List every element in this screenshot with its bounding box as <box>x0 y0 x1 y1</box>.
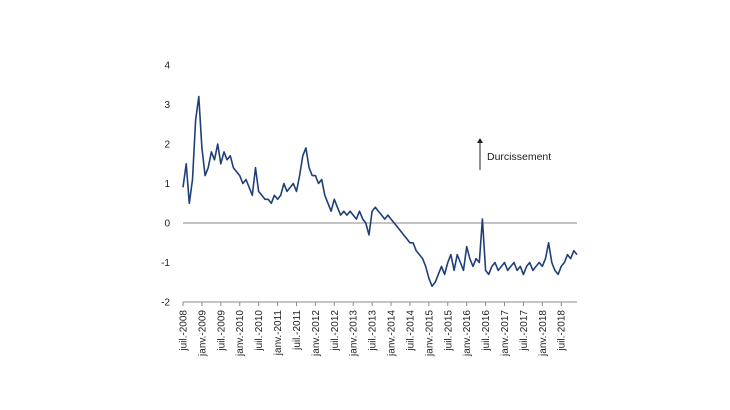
x-tick-label: juil.-2014 <box>405 310 416 352</box>
y-tick-label: 0 <box>164 219 170 230</box>
x-tick-label: janv.-2016 <box>462 310 473 357</box>
x-tick-label: janv.-2012 <box>311 310 322 357</box>
x-tick-label: juil.-2017 <box>519 310 530 352</box>
x-axis: juil.-2008 janv.-2009 juil.-2009 janv.-2010… <box>179 302 568 357</box>
x-tick-label: janv.-2013 <box>349 310 360 357</box>
annotation-label: Durcissement <box>487 151 551 163</box>
y-tick-label: 1 <box>164 179 170 190</box>
x-tick-label: juil.-2008 <box>179 310 190 352</box>
x-tick-label: juil.-2009 <box>216 310 227 352</box>
y-axis: -2 -1 0 1 2 3 4 <box>161 61 170 309</box>
arrow-head <box>477 138 483 143</box>
series-line <box>182 95 578 287</box>
x-tick-label: janv.-2017 <box>500 310 511 357</box>
y-tick-label: -2 <box>161 298 170 309</box>
x-tick-label: janv.-2014 <box>387 310 398 357</box>
x-tick-label: juil.-2010 <box>254 310 265 352</box>
x-tick-label: janv.-2009 <box>197 310 208 357</box>
x-tick-label: janv.-2015 <box>424 310 435 357</box>
y-tick-label: 2 <box>164 140 170 151</box>
x-tick-label: janv.-2011 <box>273 310 284 357</box>
x-tick-label: janv.-2018 <box>538 310 549 357</box>
x-tick-label: juil.-2015 <box>443 310 454 352</box>
x-tick-label: juil.-2018 <box>557 310 568 352</box>
y-tick-label: 4 <box>164 61 170 72</box>
x-tick-label: juil.-2012 <box>330 310 341 352</box>
x-tick-label: janv.-2010 <box>235 310 246 357</box>
x-tick-label: juil.-2011 <box>292 310 303 351</box>
x-tick-label: juil.-2013 <box>368 310 379 352</box>
y-tick-label: 3 <box>164 100 170 111</box>
y-tick-label: -1 <box>161 258 170 269</box>
annotation: Durcissement <box>477 138 551 170</box>
x-tick-label: juil.-2016 <box>481 310 492 352</box>
